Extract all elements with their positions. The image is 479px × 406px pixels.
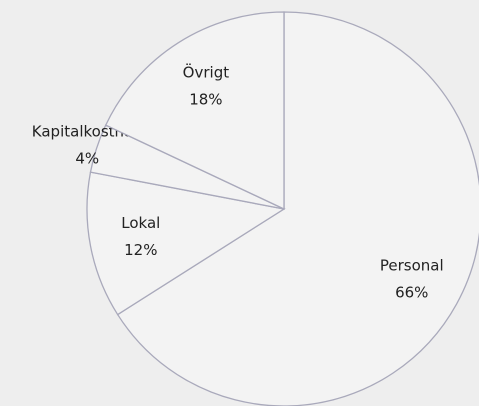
- slice-value: 12%: [124, 241, 157, 259]
- slice-value: 18%: [189, 90, 222, 108]
- slice-label: Personal: [380, 257, 444, 275]
- pie-slice: [104, 11, 285, 211]
- slice-value: 4%: [75, 150, 99, 168]
- slice-label: Övrigt: [183, 62, 230, 81]
- slice-label: Lokal: [121, 214, 160, 232]
- pie-slice: [116, 11, 479, 406]
- slice-value: 66%: [395, 284, 428, 302]
- pie-slice: [86, 171, 286, 316]
